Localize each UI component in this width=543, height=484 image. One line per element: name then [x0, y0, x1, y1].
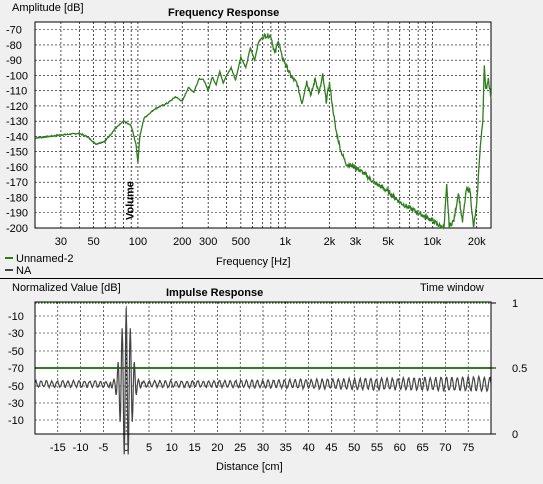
bottom-x-ticks: -15 -10 -5 0 5 10 15 20 25 30 35 40 45 50 55 60 65 70 75	[50, 442, 474, 454]
top-y-tick-label: -140	[6, 131, 28, 143]
top-plot-area	[35, 22, 491, 228]
bottom-xlabel: Distance [cm]	[216, 461, 283, 473]
legend-label-unnamed-2: Unnamed-2	[16, 253, 73, 265]
volume-annotation: Volume	[125, 181, 137, 220]
top-x-tick-label: 300	[199, 236, 217, 248]
bottom-ylabel-right: Time window	[420, 282, 484, 294]
bottom-x-tick-label: -15	[50, 442, 66, 454]
bottom-y-tick-label: -10	[8, 311, 24, 323]
top-y-tick-label: -70	[6, 25, 22, 37]
bottom-y-tick-label: -70	[8, 363, 24, 375]
top-ylabel: Amplitude [dB]	[12, 2, 84, 14]
bottom-y-tick-label: -30	[8, 398, 24, 410]
bottom-x-tick-label: 60	[394, 442, 406, 454]
top-y-tick-label: -170	[6, 177, 28, 189]
bottom-y-tick-label: -10	[8, 415, 24, 427]
series-line-unnamed-2	[34, 32, 492, 230]
top-x-tick-label: 30	[55, 236, 67, 248]
top-y-tick-label: -110	[6, 86, 27, 98]
bottom-x-tick-label: 40	[302, 442, 314, 454]
bottom-right-ticks: 10.50	[491, 298, 527, 441]
bottom-right-tick-label: 1	[512, 298, 518, 310]
top-x-tick-label: 1k	[279, 236, 291, 248]
top-x-ticks: 30 50 100 200 300 500 1k 2k 3k 5k 10k 20k	[55, 236, 486, 248]
bottom-x-tick-label: 30	[257, 442, 269, 454]
bottom-title: Impulse Response	[166, 287, 263, 299]
bottom-x-tick-label: 55	[371, 442, 383, 454]
top-y-ticks: -70 -80 -90 -100 -110 -120 -130 -140 -150 -160 -17…	[6, 25, 28, 235]
top-x-tick-label: 3k	[350, 236, 362, 248]
bottom-right-tick-label: 0	[512, 429, 518, 441]
top-x-tick-label: 200	[173, 236, 191, 248]
top-y-tick-label: -180	[6, 192, 28, 204]
bottom-y-tick-label: -50	[8, 346, 24, 358]
top-plot-border	[34, 21, 492, 229]
top-x-tick-label: 50	[87, 236, 99, 248]
bottom-x-tick-label: 50	[348, 442, 360, 454]
top-y-tick-label: -120	[6, 101, 28, 113]
top-y-tick-label: -160	[6, 162, 28, 174]
bottom-x-tick-label: 0	[123, 442, 129, 454]
top-y-tick-label: -190	[6, 208, 28, 220]
bottom-x-tick-label: 35	[280, 442, 292, 454]
top-y-tick-label: -100	[6, 70, 28, 82]
bottom-x-tick-label: 15	[188, 442, 200, 454]
top-xlabel: Frequency [Hz]	[216, 256, 291, 268]
top-title: Frequency Response	[168, 7, 279, 19]
bottom-x-tick-label: 25	[234, 442, 246, 454]
top-x-tick-label: 5k	[382, 236, 394, 248]
top-x-tick-label: 10k	[424, 236, 442, 248]
bottom-x-tick-label: 20	[211, 442, 223, 454]
bottom-y-ticks: -10 -30 -50 -70 -50 -30 -10	[8, 311, 24, 427]
bottom-x-tick-label: 45	[325, 442, 337, 454]
bottom-y-tick-label: -30	[8, 328, 24, 340]
bottom-x-tick-label: 75	[462, 442, 474, 454]
top-y-tick-label: -80	[6, 40, 22, 52]
top-y-tick-label: -200	[6, 223, 28, 235]
bottom-y-tick-label: -50	[8, 381, 24, 393]
top-y-tick-label: -130	[6, 116, 28, 128]
bottom-x-tick-label: 70	[439, 442, 451, 454]
bottom-plot-border	[34, 301, 492, 435]
top-x-tick-label: 2k	[324, 236, 336, 248]
top-x-tick-label: 20k	[468, 236, 486, 248]
bottom-x-tick-label: 65	[416, 442, 428, 454]
bottom-x-tick-label: -10	[73, 442, 89, 454]
bottom-x-tick-label: 10	[166, 442, 178, 454]
top-x-tick-label: 500	[232, 236, 250, 248]
bottom-x-tick-label: -5	[99, 442, 109, 454]
impulse-response-chart: -10-30-50-70-50-30-10 -15 -10 -5 0 5 10 15 20 25…	[8, 282, 527, 473]
bottom-ylabel: Normalized Value [dB]	[12, 282, 121, 294]
legend-label-na: NA	[16, 265, 32, 277]
impulse-line	[34, 307, 492, 455]
top-y-tick-label: -150	[6, 147, 28, 159]
bottom-right-tick-label: 0.5	[512, 363, 527, 375]
bottom-x-tick-label: 5	[146, 442, 152, 454]
top-y-tick-label: -90	[6, 55, 22, 67]
frequency-response-chart: -70 -80 -90 -100 -110 -120 -130 -140 -150 -160 -17…	[5, 2, 492, 277]
top-x-tick-label: 100	[129, 236, 147, 248]
